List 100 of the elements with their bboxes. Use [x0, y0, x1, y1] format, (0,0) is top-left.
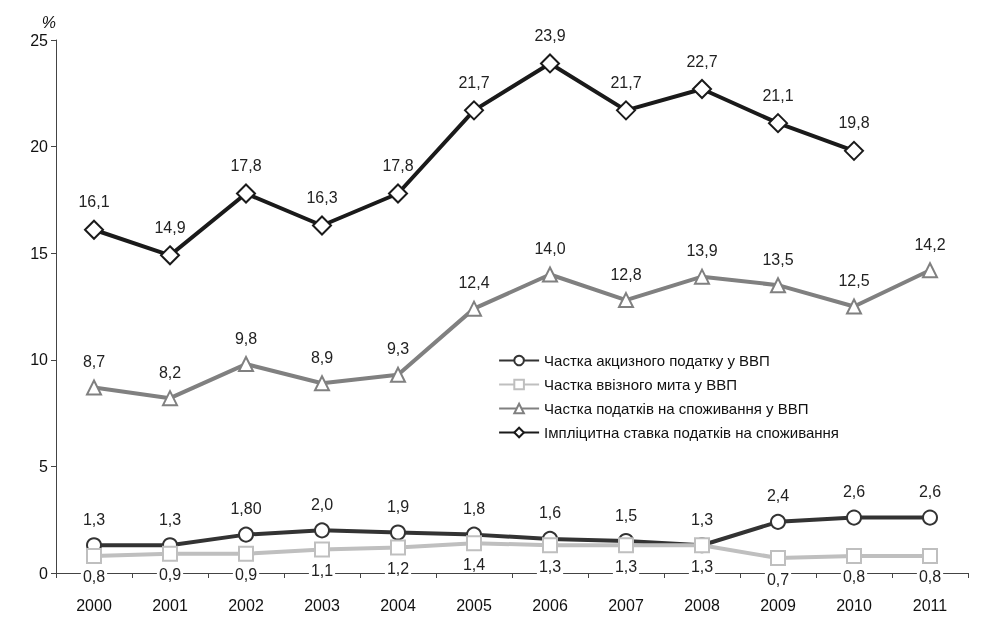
data-label: 1,8: [462, 500, 486, 518]
data-label: 21,7: [458, 73, 490, 91]
point: [542, 537, 558, 554]
point: [314, 375, 330, 392]
y-tick-label: 25: [30, 31, 49, 49]
point: [770, 550, 786, 567]
x-tick-label: 2001: [152, 596, 188, 614]
point: [160, 245, 180, 266]
point: [922, 547, 938, 564]
point: [770, 277, 786, 294]
y-tick-label: 0: [39, 564, 49, 582]
data-label: 21,7: [610, 73, 642, 91]
x-tick-label: 2009: [760, 596, 796, 614]
point: [162, 545, 178, 562]
data-label: 17,8: [382, 157, 414, 174]
data-label: 13,5: [762, 250, 794, 268]
y-tick-label: 5: [39, 457, 49, 475]
data-label: 14,0: [534, 240, 566, 258]
x-tick-label: 2008: [684, 596, 720, 614]
point: [618, 292, 634, 309]
data-label: 1,3: [690, 557, 714, 575]
data-label: 1,6: [538, 504, 562, 522]
data-label: 9,8: [234, 329, 258, 347]
data-label: 2,0: [310, 495, 334, 513]
legend-label: Імпліцитна ставка податків на споживання: [544, 424, 839, 441]
point: [238, 356, 254, 373]
point: [846, 547, 862, 564]
data-label: 12,4: [458, 274, 490, 292]
point: [238, 545, 254, 562]
point: [616, 100, 636, 121]
point: [694, 268, 710, 285]
x-tick-label: 2010: [836, 596, 872, 614]
point: [390, 366, 406, 383]
data-label: 1,4: [462, 555, 486, 573]
y-tick-label: 20: [30, 138, 49, 156]
data-label: 1,1: [310, 562, 334, 580]
point: [314, 541, 330, 558]
point: [312, 215, 332, 236]
x-tick-label: 2004: [380, 596, 416, 614]
y-axis-title: %: [41, 13, 56, 31]
data-label: 0,7: [766, 570, 790, 588]
data-label: 17,8: [230, 157, 262, 174]
data-label: 0,8: [842, 568, 866, 586]
legend-label: Частка ввізного мита у ВВП: [544, 376, 738, 393]
data-label: 1,3: [690, 510, 714, 528]
point: [770, 513, 786, 530]
point: [388, 183, 408, 204]
point: [390, 539, 406, 556]
point: [464, 100, 484, 121]
data-label: 1,3: [82, 510, 106, 528]
y-tick-label: 15: [30, 244, 49, 262]
x-tick-label: 2000: [76, 596, 112, 614]
x-tick-label: 2002: [228, 596, 264, 614]
x-tick-label: 2005: [456, 596, 492, 614]
point: [542, 266, 558, 283]
data-label: 21,1: [762, 86, 794, 104]
data-label: 23,9: [534, 26, 566, 44]
point: [692, 79, 712, 100]
data-label: 1,80: [230, 500, 262, 518]
data-label: 14,2: [914, 235, 946, 253]
point: [844, 140, 864, 161]
data-label: 1,5: [614, 506, 638, 524]
x-tick-label: 2003: [304, 596, 340, 614]
x-tick-label: 2011: [912, 596, 948, 614]
point: [540, 53, 560, 74]
point: [236, 183, 256, 204]
data-label: 12,5: [838, 272, 870, 289]
data-label: 0,8: [82, 568, 106, 586]
data-label: 8,7: [82, 353, 106, 371]
point: [84, 219, 104, 240]
data-label: 1,3: [158, 510, 182, 528]
data-label: 13,9: [686, 242, 718, 260]
point: [922, 262, 938, 279]
point: [390, 524, 406, 541]
data-label: 8,2: [158, 363, 182, 381]
x-tick-label: 2007: [608, 596, 644, 614]
data-label: 2,6: [918, 483, 942, 501]
data-label: 0,9: [234, 566, 258, 584]
data-label: 9,3: [386, 340, 410, 358]
y-tick-label: 10: [30, 351, 49, 369]
data-label: 14,9: [154, 218, 186, 236]
data-label: 22,7: [686, 52, 718, 70]
point: [846, 298, 862, 315]
data-label: 0,8: [918, 568, 942, 586]
point: [922, 509, 938, 526]
data-label: 19,8: [838, 114, 870, 132]
legend-label: Частка податків на споживання у ВВП: [544, 400, 809, 417]
data-label: 1,9: [386, 497, 410, 515]
point: [238, 526, 254, 543]
point: [466, 300, 482, 317]
data-label: 16,1: [78, 193, 110, 211]
data-label: 0,9: [158, 566, 182, 584]
point: [86, 547, 102, 564]
data-label: 1,3: [538, 557, 562, 575]
data-label: 12,8: [610, 265, 642, 283]
x-tick-label: 2006: [532, 596, 568, 614]
point: [314, 522, 330, 539]
point: [846, 509, 862, 526]
data-label: 1,3: [614, 557, 638, 575]
point: [618, 537, 634, 554]
